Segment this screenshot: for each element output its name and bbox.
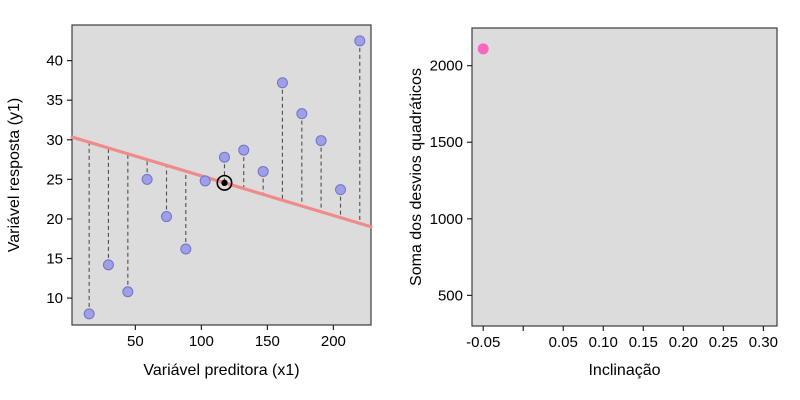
x-tick-label: 0.15: [629, 334, 658, 351]
y-tick-label: 35: [46, 92, 63, 109]
x-tick-label: -0.05: [466, 334, 500, 351]
x-tick-label: 0.10: [589, 334, 618, 351]
data-point: [161, 211, 173, 223]
data-point: [180, 243, 192, 255]
left-plot-y-axis-title: Variável resposta (y1): [6, 97, 23, 253]
right-plot-x-axis-title: Inclinação: [588, 362, 661, 379]
data-point: [218, 151, 230, 163]
plot-box: [471, 27, 778, 327]
y-tick-label: 25: [46, 171, 63, 188]
x-tick-label: 0.05: [549, 334, 578, 351]
x-tick-label: 0.30: [749, 334, 778, 351]
y-tick-label: 500: [438, 287, 463, 304]
data-point: [102, 259, 114, 271]
data-point: [335, 184, 347, 196]
y-tick-label: 15: [46, 251, 63, 268]
left-plot-x-axis-title: Variável preditora (x1): [143, 362, 300, 379]
data-point: [199, 175, 211, 187]
x-tick-label: 150: [255, 333, 280, 350]
y-tick-label: 30: [46, 132, 63, 149]
y-tick-label: 20: [46, 211, 63, 228]
data-point: [141, 173, 153, 185]
data-point: [257, 165, 269, 177]
y-tick-label: 2000: [430, 58, 463, 75]
y-tick-label: 10: [46, 290, 63, 307]
data-point: [315, 135, 327, 147]
x-tick-label: 0.20: [669, 334, 698, 351]
x-tick-label: 0.25: [709, 334, 738, 351]
x-tick-label: 200: [321, 333, 346, 350]
plot-box: [71, 24, 372, 326]
right-plot-y-axis-title: Soma dos desvios quadráticos: [408, 68, 425, 286]
x-tick-label: 100: [189, 333, 214, 350]
data-point: [296, 108, 308, 120]
data-point: [238, 144, 250, 156]
mean-point-ring: [216, 174, 233, 191]
data-point: [354, 35, 366, 47]
y-tick-label: 1000: [430, 211, 463, 228]
data-point: [276, 77, 288, 89]
y-tick-label: 1500: [430, 134, 463, 151]
data-point: [83, 308, 95, 320]
x-tick-label: 50: [127, 333, 144, 350]
y-tick-label: 40: [46, 53, 63, 70]
mean-point-dot: [221, 179, 228, 187]
data-point: [477, 43, 489, 55]
data-point: [122, 286, 134, 298]
